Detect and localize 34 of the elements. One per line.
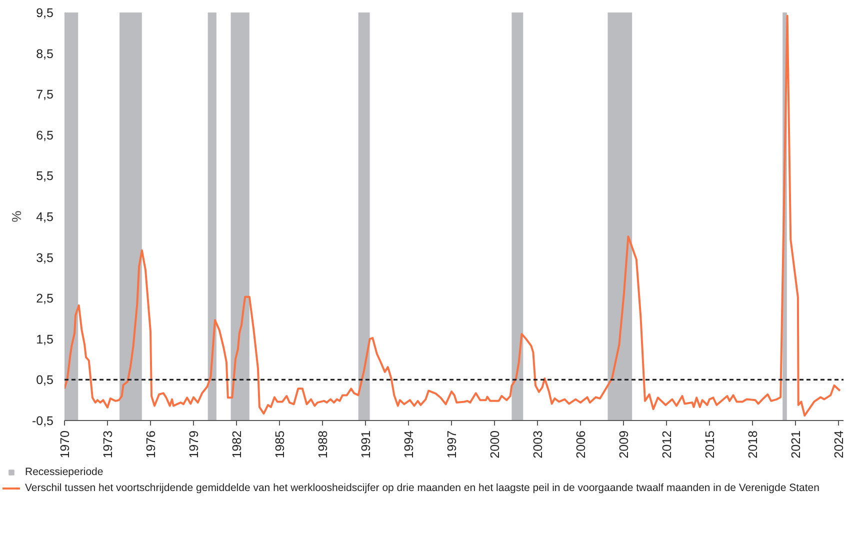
x-tick-label: 2015 [702,430,717,458]
y-tick-label: 8,5 [36,46,54,61]
x-tick-label: 1994 [402,430,416,458]
y-tick-label: 0,5 [36,373,54,388]
legend-label: Verschil tussen het voortschrijdende gemiddelde van het werkloosheidscijfer op drie maanden en het laagste peil in de voorgaande twaalf maanden in de Verenigde Staten [25,481,820,494]
y-tick-label: 1,5 [36,332,54,346]
x-tick-label: 2012 [660,430,674,458]
y-axis-title: % [8,210,24,222]
x-tick-label: 2024 [832,430,846,458]
legend-label: Recessieperiode [25,465,104,478]
x-tick-label: 2018 [746,430,760,458]
x-tick-label: 2006 [574,430,588,458]
x-tick-label: 1973 [101,430,115,458]
x-tick-label: 1985 [272,430,287,458]
y-tick-label: 9,5 [36,6,54,20]
y-tick-label: 6,5 [36,128,54,142]
x-tick-label: 1991 [358,430,373,458]
y-tick-label: 2,5 [36,292,54,306]
x-tick-label: 1988 [316,430,330,458]
x-tick-label: 1970 [58,430,72,458]
y-tick-label: 4,5 [36,210,54,224]
y-tick-label: 5,5 [36,169,54,184]
line-series [64,14,841,417]
x-tick-label: 1976 [144,430,158,458]
y-tick-label: 7,5 [36,88,54,102]
x-tick-label: 2000 [488,430,502,458]
x-tick-label: 1982 [230,430,244,458]
x-tick-label: 2003 [530,430,545,458]
x-tick-label: 2021 [788,430,803,458]
x-tick-label: 1997 [444,430,459,458]
y-tick-label: 3,5 [36,250,54,265]
x-tick-label: 1979 [186,430,201,458]
y-tick-label: -0,5 [32,414,54,428]
x-tick-label: 2009 [616,430,631,458]
